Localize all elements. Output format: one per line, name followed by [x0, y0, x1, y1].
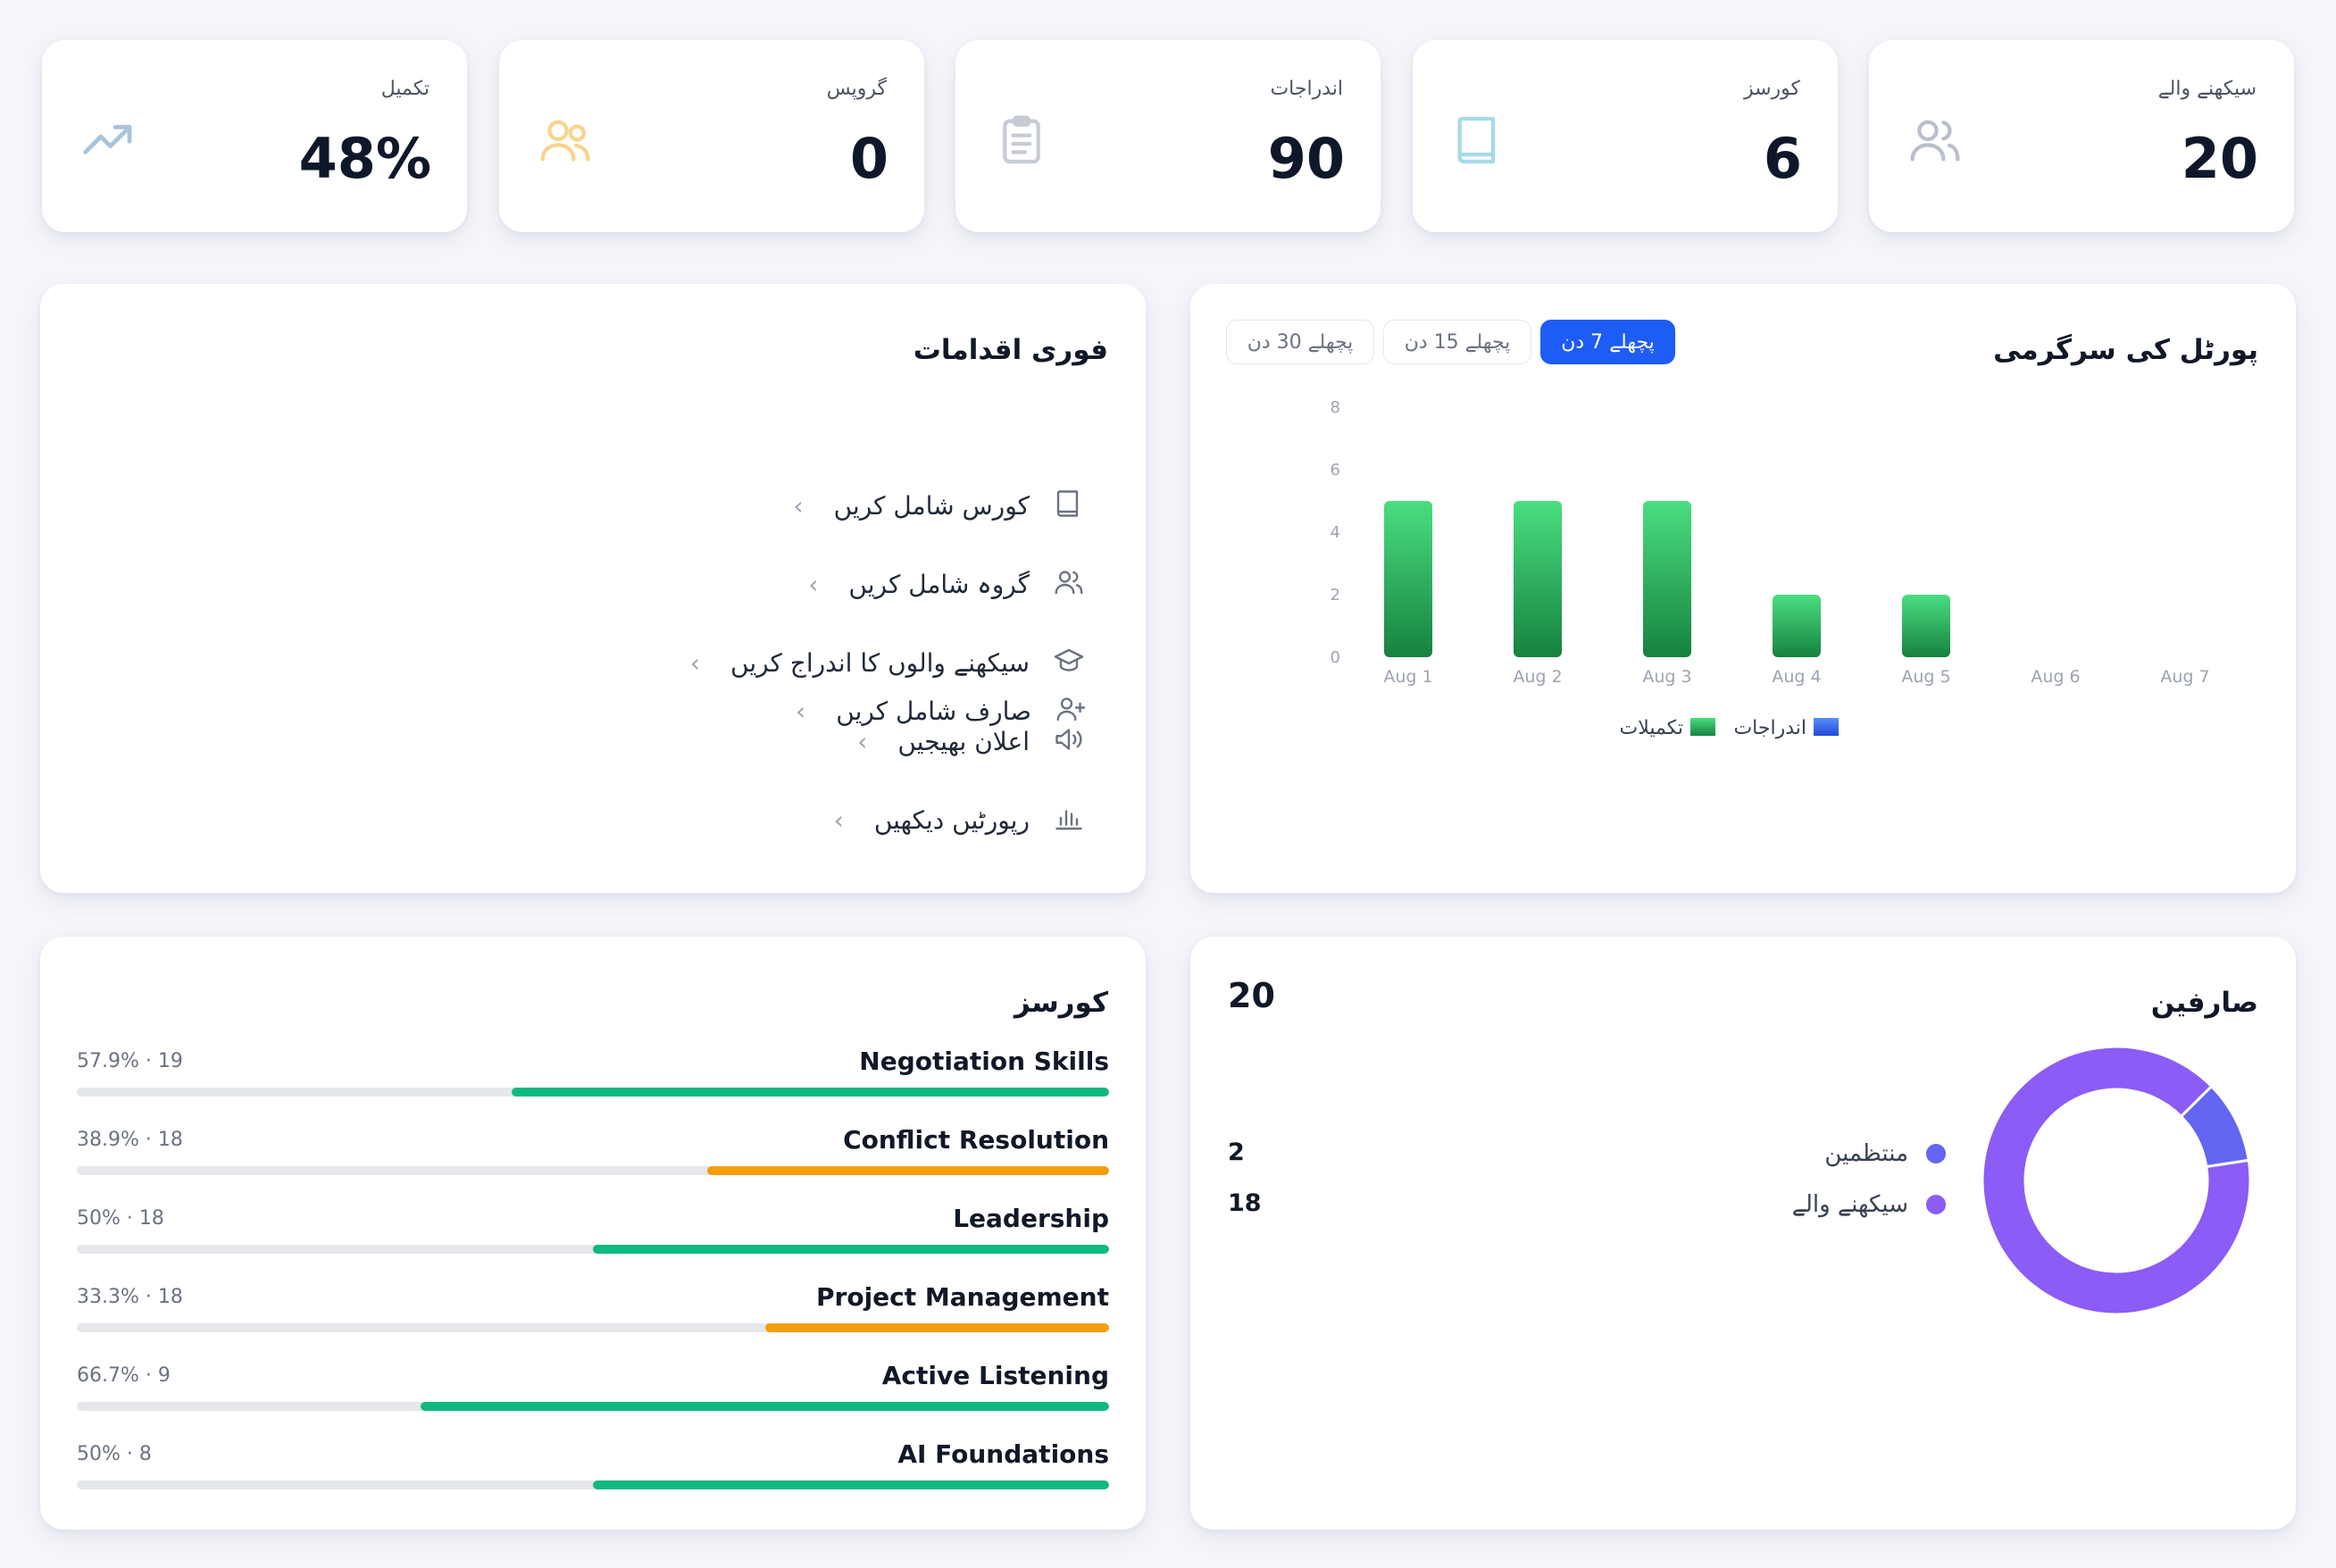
courses-title: کورسز [1014, 987, 1108, 1019]
legend-dot [1926, 1195, 1946, 1214]
chevron-left-icon: ‹ [689, 647, 700, 678]
course-row[interactable]: Conflict Resolution 38.9% · 18 [77, 1125, 1109, 1197]
stat-value: 0 [849, 126, 889, 191]
course-progress-fill [420, 1402, 1109, 1411]
chevron-left-icon: ‹ [793, 490, 804, 521]
course-meta: 50% · 18 [77, 1207, 164, 1230]
stat-label: سیکھنے والے [2157, 78, 2257, 100]
course-meta: 50% · 8 [77, 1443, 152, 1465]
course-progress-track [77, 1323, 1109, 1332]
trending-up-icon [79, 112, 137, 169]
clipboard-icon [993, 112, 1050, 169]
stat-card-learners: سیکھنے والے 20 [1869, 40, 2294, 232]
quick-action-label: اعلان بھیجیں [897, 726, 1030, 756]
chevron-left-icon: ‹ [833, 805, 844, 835]
tab-last-15-days[interactable]: پچھلے 15 دن [1383, 320, 1531, 364]
legend-dot [1926, 1144, 1946, 1163]
course-progress-fill [707, 1166, 1109, 1175]
legend-value: 18 [1228, 1189, 1262, 1217]
book-icon [1450, 112, 1507, 169]
tab-last-7-days[interactable]: پچھلے 7 دن [1540, 320, 1675, 364]
stat-label: کورسز [1743, 78, 1800, 100]
course-row[interactable]: Negotiation Skills 57.9% · 19 [77, 1047, 1109, 1118]
course-progress-track [77, 1245, 1109, 1254]
stat-value: 20 [2181, 126, 2258, 191]
donut-slice[interactable] [1982, 1047, 2250, 1314]
users-icon [1053, 566, 1089, 602]
stat-label: اندراجات [1270, 78, 1343, 100]
quick-action-label: رپورٹیں دیکھیں [873, 805, 1030, 835]
course-progress-fill [511, 1088, 1109, 1097]
user-plus-icon [1055, 693, 1090, 729]
course-meta: 66.7% · 9 [77, 1364, 171, 1387]
stat-value: 6 [1763, 126, 1802, 191]
quick-action-label: کورس شامل کریں [833, 490, 1030, 521]
legend-value: 2 [1228, 1138, 1245, 1166]
chevron-left-icon: ‹ [857, 726, 868, 756]
chevron-left-icon: ‹ [808, 569, 819, 599]
course-meta: 57.9% · 19 [77, 1050, 183, 1072]
legend-item-learners: سیکھنے والے [1792, 1191, 1946, 1218]
portal-activity-panel: پورٹل کی سرگرمی [1190, 284, 2296, 893]
stat-card-courses: کورسز 6 [1413, 40, 1838, 232]
graduation-cap-icon [1053, 645, 1089, 680]
users-donut-chart [1982, 1047, 2250, 1314]
quick-actions-title: فوری اقدامات [913, 334, 1108, 366]
course-name: Leadership [953, 1204, 1109, 1233]
legend-label: منتظمین [1824, 1140, 1908, 1167]
quick-action-label: گروہ شامل کریں [848, 569, 1030, 599]
course-row[interactable]: AI Foundations 50% · 8 [77, 1439, 1109, 1511]
quick-action-label: سیکھنے والوں کا اندراج کریں [730, 647, 1030, 678]
quick-action-enroll-learners[interactable]: سیکھنے والوں کا اندراج کریں ‹ [690, 636, 1089, 689]
bar-chart-icon [1053, 802, 1089, 838]
courses-panel: کورسز [40, 937, 1146, 1530]
users-icon [1906, 112, 1964, 169]
stat-card-enrollments: اندراجات 90 [955, 40, 1381, 232]
quick-action-view-reports[interactable]: رپورٹیں دیکھیں ‹ [834, 793, 1089, 847]
quick-action-add-user[interactable]: صارف شامل کریں ‹ [796, 684, 1090, 738]
stat-card-groups: گروپس 0 [499, 40, 924, 232]
users-panel: صارفین 20 [1190, 937, 2296, 1530]
course-progress-track [77, 1480, 1109, 1489]
course-name: Negotiation Skills [859, 1047, 1109, 1076]
course-progress-fill [765, 1323, 1109, 1332]
course-progress-track [77, 1088, 1109, 1097]
course-progress-fill [593, 1480, 1109, 1489]
course-name: AI Foundations [897, 1439, 1109, 1469]
stat-value: 48% [298, 126, 431, 191]
stat-value: 90 [1267, 126, 1345, 191]
portal-activity-title: پورٹل کی سرگرمی [1993, 334, 2258, 366]
group-icon [537, 112, 594, 169]
quick-action-add-course[interactable]: کورس شامل کریں ‹ [793, 479, 1089, 532]
course-meta: 38.9% · 18 [77, 1129, 183, 1151]
quick-actions-panel: فوری اقدامات صارف شامل کریں ‹ [40, 284, 1146, 893]
quick-action-label: صارف شامل کریں [836, 696, 1031, 726]
course-progress-fill [593, 1245, 1109, 1254]
megaphone-icon [1053, 723, 1089, 759]
quick-action-send-announcement[interactable]: اعلان بھیجیں ‹ [857, 714, 1089, 768]
stat-label: گروپس [826, 78, 887, 100]
users-title: صارفین [2150, 987, 2258, 1019]
users-total: 20 [1228, 976, 1275, 1015]
chevron-left-icon: ‹ [796, 696, 806, 726]
quick-action-add-group[interactable]: گروہ شامل کریں ‹ [808, 557, 1089, 611]
course-progress-track [77, 1402, 1109, 1411]
stat-card-completion: تکمیل 48% [42, 40, 467, 232]
course-name: Active Listening [881, 1361, 1109, 1390]
course-meta: 33.3% · 18 [77, 1286, 183, 1308]
legend-label: سیکھنے والے [1791, 1191, 1908, 1218]
tab-last-30-days[interactable]: پچھلے 30 دن [1226, 320, 1374, 364]
course-progress-track [77, 1166, 1109, 1175]
course-row[interactable]: Active Listening 66.7% · 9 [77, 1361, 1109, 1432]
course-name: Project Management [816, 1282, 1109, 1312]
legend-item-admins: منتظمین [1824, 1140, 1946, 1167]
course-row[interactable]: Leadership 50% · 18 [77, 1204, 1109, 1275]
course-row[interactable]: Project Management 33.3% · 18 [77, 1282, 1109, 1354]
stat-label: تکمیل [380, 78, 430, 100]
course-name: Conflict Resolution [843, 1125, 1109, 1155]
book-icon [1053, 488, 1089, 523]
